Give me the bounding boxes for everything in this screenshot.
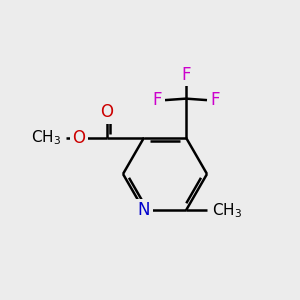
Text: CH$_3$: CH$_3$ [32,128,62,147]
Text: F: F [210,91,220,109]
Text: F: F [152,91,162,109]
Text: CH$_3$: CH$_3$ [212,201,242,220]
Text: O: O [100,103,113,121]
Text: N: N [138,201,150,219]
Text: F: F [181,66,191,84]
Text: O: O [73,129,85,147]
